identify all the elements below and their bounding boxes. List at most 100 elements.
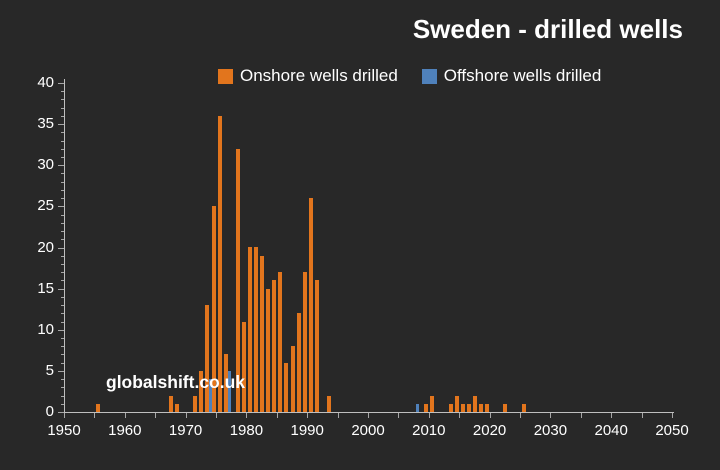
watermark: globalshift.co.uk <box>106 372 246 392</box>
bar-onshore-1988 <box>296 313 301 412</box>
x-axis-tick <box>246 413 248 418</box>
x-axis-tick <box>520 413 521 418</box>
y-minor-tick <box>61 280 64 282</box>
y-minor-tick <box>61 362 64 364</box>
bar-onshore-1968 <box>175 404 180 412</box>
y-minor-tick <box>61 91 64 93</box>
y-major-tick <box>58 83 64 84</box>
y-axis-line <box>64 79 65 412</box>
bar-onshore-1984 <box>272 280 277 412</box>
y-major-tick <box>58 247 64 249</box>
y-minor-tick <box>61 255 64 257</box>
y-minor-tick <box>61 337 64 339</box>
legend: Onshore wells drilled Offshore wells dri… <box>218 66 601 86</box>
legend-label-onshore: Onshore wells drilled <box>240 66 398 85</box>
bar-onshore-1991 <box>314 280 319 412</box>
bar-offshore-1974 <box>209 379 213 412</box>
legend-item-onshore: Onshore wells drilled <box>218 66 398 86</box>
y-minor-tick <box>61 346 64 348</box>
y-minor-tick <box>61 140 64 142</box>
y-minor-tick <box>61 198 64 200</box>
y-minor-tick <box>61 157 64 159</box>
x-axis-tick-label: 1950 <box>47 422 81 439</box>
y-minor-tick <box>61 395 64 397</box>
bar-offshore-1977 <box>227 371 231 412</box>
legend-item-offshore: Offshore wells drilled <box>421 66 602 86</box>
x-axis-tick <box>124 413 126 418</box>
bar-onshore-1980 <box>248 247 252 412</box>
x-axis-tick-label: 1970 <box>168 422 203 439</box>
bar-onshore-1955 <box>96 404 100 412</box>
x-axis-tick <box>580 413 582 418</box>
y-minor-tick <box>61 99 64 101</box>
bar-onshore-1975 <box>217 116 222 412</box>
bar-onshore-1972 <box>199 371 204 412</box>
x-axis-tick <box>641 413 643 418</box>
bar-onshore-1989 <box>302 272 307 412</box>
x-axis-tick <box>489 413 491 418</box>
bar-onshore-1990 <box>308 198 313 412</box>
bar-onshore-1983 <box>266 289 271 412</box>
y-minor-tick <box>61 132 64 134</box>
y-minor-tick <box>61 239 64 241</box>
x-axis-tick-label: 2050 <box>655 422 689 439</box>
bar-onshore-2013 <box>448 404 453 412</box>
bar-onshore-1978 <box>235 149 240 412</box>
y-major-tick <box>58 288 64 290</box>
x-axis-tick-label: 2010 <box>412 422 446 439</box>
y-minor-tick <box>61 379 64 381</box>
bar-onshore-1981 <box>254 247 259 412</box>
bar-onshore-1982 <box>260 256 265 412</box>
x-axis-tick <box>672 413 673 418</box>
y-major-tick <box>58 412 64 413</box>
y-major-tick <box>58 206 64 208</box>
y-axis-tick-label: 35 <box>37 115 54 133</box>
bar-onshore-2009 <box>424 404 429 412</box>
bar-onshore-1976 <box>223 354 228 412</box>
bar-onshore-2015 <box>460 404 465 412</box>
x-axis-tick <box>216 413 217 418</box>
y-major-tick <box>58 165 64 167</box>
y-minor-tick <box>61 214 64 216</box>
bar-onshore-1985 <box>278 272 283 412</box>
x-axis-tick <box>398 413 400 418</box>
bar-onshore-1973 <box>205 305 210 412</box>
offshore-swatch-icon <box>421 68 437 84</box>
x-axis-tick <box>337 413 339 418</box>
bar-onshore-1971 <box>193 396 198 412</box>
x-axis-tick-label: 1960 <box>108 422 142 439</box>
y-axis-tick-label: 15 <box>37 279 54 297</box>
bar-onshore-2017 <box>472 396 477 412</box>
bar-onshore-2019 <box>485 404 490 412</box>
bar-onshore-1967 <box>168 396 173 412</box>
x-axis-tick-label: 1980 <box>229 422 264 439</box>
x-axis-tick <box>459 413 461 418</box>
x-axis-tick-label: 1990 <box>290 422 324 439</box>
y-minor-tick <box>61 231 64 233</box>
bar-onshore-1993 <box>327 396 332 412</box>
bar-onshore-2025 <box>521 404 526 412</box>
legend-label-offshore: Offshore wells drilled <box>443 66 602 85</box>
bar-onshore-1979 <box>241 322 246 412</box>
x-axis-tick-label: 2000 <box>351 422 385 439</box>
x-axis-line <box>64 412 674 413</box>
x-axis-tick <box>276 413 278 418</box>
y-minor-tick <box>61 403 64 405</box>
y-minor-tick <box>61 296 64 298</box>
y-minor-tick <box>61 115 64 117</box>
bar-onshore-2018 <box>479 404 484 412</box>
bar-onshore-2014 <box>454 396 459 412</box>
x-axis-tick <box>185 413 187 418</box>
y-minor-tick <box>61 354 64 356</box>
y-major-tick <box>58 124 64 126</box>
bar-onshore-2022 <box>503 404 508 412</box>
y-minor-tick <box>61 107 64 109</box>
y-axis-tick-label: 20 <box>37 238 54 256</box>
x-axis-tick <box>94 413 96 418</box>
x-axis-tick <box>611 413 613 418</box>
y-minor-tick <box>61 173 64 175</box>
y-axis-tick-label: 30 <box>37 156 54 174</box>
x-axis-tick <box>155 413 157 418</box>
y-minor-tick <box>61 148 64 150</box>
x-axis-tick <box>550 413 552 418</box>
